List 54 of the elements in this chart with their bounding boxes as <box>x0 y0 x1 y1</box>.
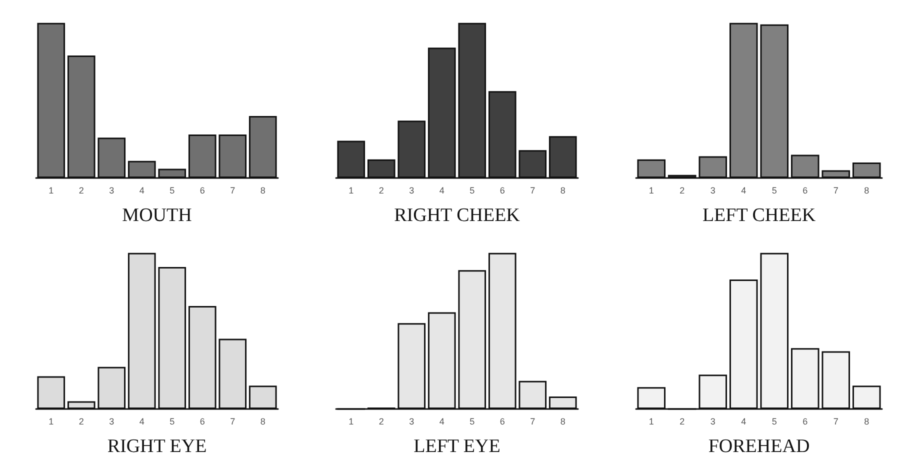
x-tick-label: 7 <box>230 186 236 196</box>
x-tick-label: 7 <box>530 416 536 426</box>
x-tick-label: 5 <box>170 186 175 196</box>
x-axis-title: RIGHT EYE <box>107 436 207 457</box>
x-tick-label: 2 <box>680 186 685 196</box>
x-tick-label: 3 <box>710 416 716 426</box>
x-tick-label: 3 <box>710 186 716 196</box>
x-tick-label: 7 <box>833 416 838 426</box>
x-tick-label: 3 <box>109 416 114 426</box>
x-tick-label: 6 <box>200 416 205 426</box>
x-tick-label: 7 <box>530 186 536 196</box>
x-tick-label: 6 <box>500 186 505 196</box>
x-axis-title: LEFT EYE <box>414 436 500 457</box>
x-tick-label: 5 <box>470 416 475 426</box>
x-tick-label: 8 <box>864 416 870 426</box>
x-tick-label: 1 <box>348 186 354 196</box>
x-tick-label: 5 <box>170 416 175 426</box>
x-tick-label: 4 <box>439 186 444 196</box>
x-tick-label: 2 <box>78 416 84 426</box>
x-tick-label: 6 <box>802 186 808 196</box>
x-tick-label: 8 <box>260 186 266 196</box>
x-axis-title: FOREHEAD <box>708 436 810 457</box>
x-tick-label: 1 <box>48 186 54 196</box>
x-tick-label: 5 <box>772 186 777 196</box>
x-tick-label: 6 <box>802 416 808 426</box>
x-axis-title: RIGHT CHEEK <box>394 205 520 226</box>
x-tick-label: 3 <box>409 416 414 426</box>
x-tick-label: 1 <box>48 416 54 426</box>
x-tick-label: 2 <box>378 186 384 196</box>
x-tick-label: 4 <box>439 416 444 426</box>
x-tick-label: 4 <box>741 416 746 426</box>
x-tick-label: 5 <box>772 416 777 426</box>
x-tick-label: 6 <box>500 416 505 426</box>
x-tick-label: 8 <box>864 186 870 196</box>
x-tick-label: 8 <box>260 416 266 426</box>
x-axis-title: LEFT CHEEK <box>702 205 816 226</box>
x-axis-title: MOUTH <box>122 205 192 226</box>
x-tick-label: 8 <box>560 186 566 196</box>
x-tick-label: 5 <box>470 186 475 196</box>
x-tick-label: 4 <box>741 186 746 196</box>
x-tick-label: 1 <box>648 186 654 196</box>
x-tick-label: 2 <box>680 416 685 426</box>
x-tick-label: 2 <box>378 416 384 426</box>
x-tick-label: 7 <box>833 186 838 196</box>
x-tick-label: 3 <box>109 186 114 196</box>
x-tick-label: 4 <box>139 186 144 196</box>
x-tick-label: 1 <box>348 416 354 426</box>
x-tick-label: 8 <box>560 416 566 426</box>
x-tick-label: 7 <box>230 416 236 426</box>
x-tick-label: 3 <box>409 186 414 196</box>
x-tick-label: 4 <box>139 416 144 426</box>
x-tick-label: 1 <box>648 416 654 426</box>
x-tick-label: 2 <box>78 186 84 196</box>
x-tick-label: 6 <box>200 186 205 196</box>
